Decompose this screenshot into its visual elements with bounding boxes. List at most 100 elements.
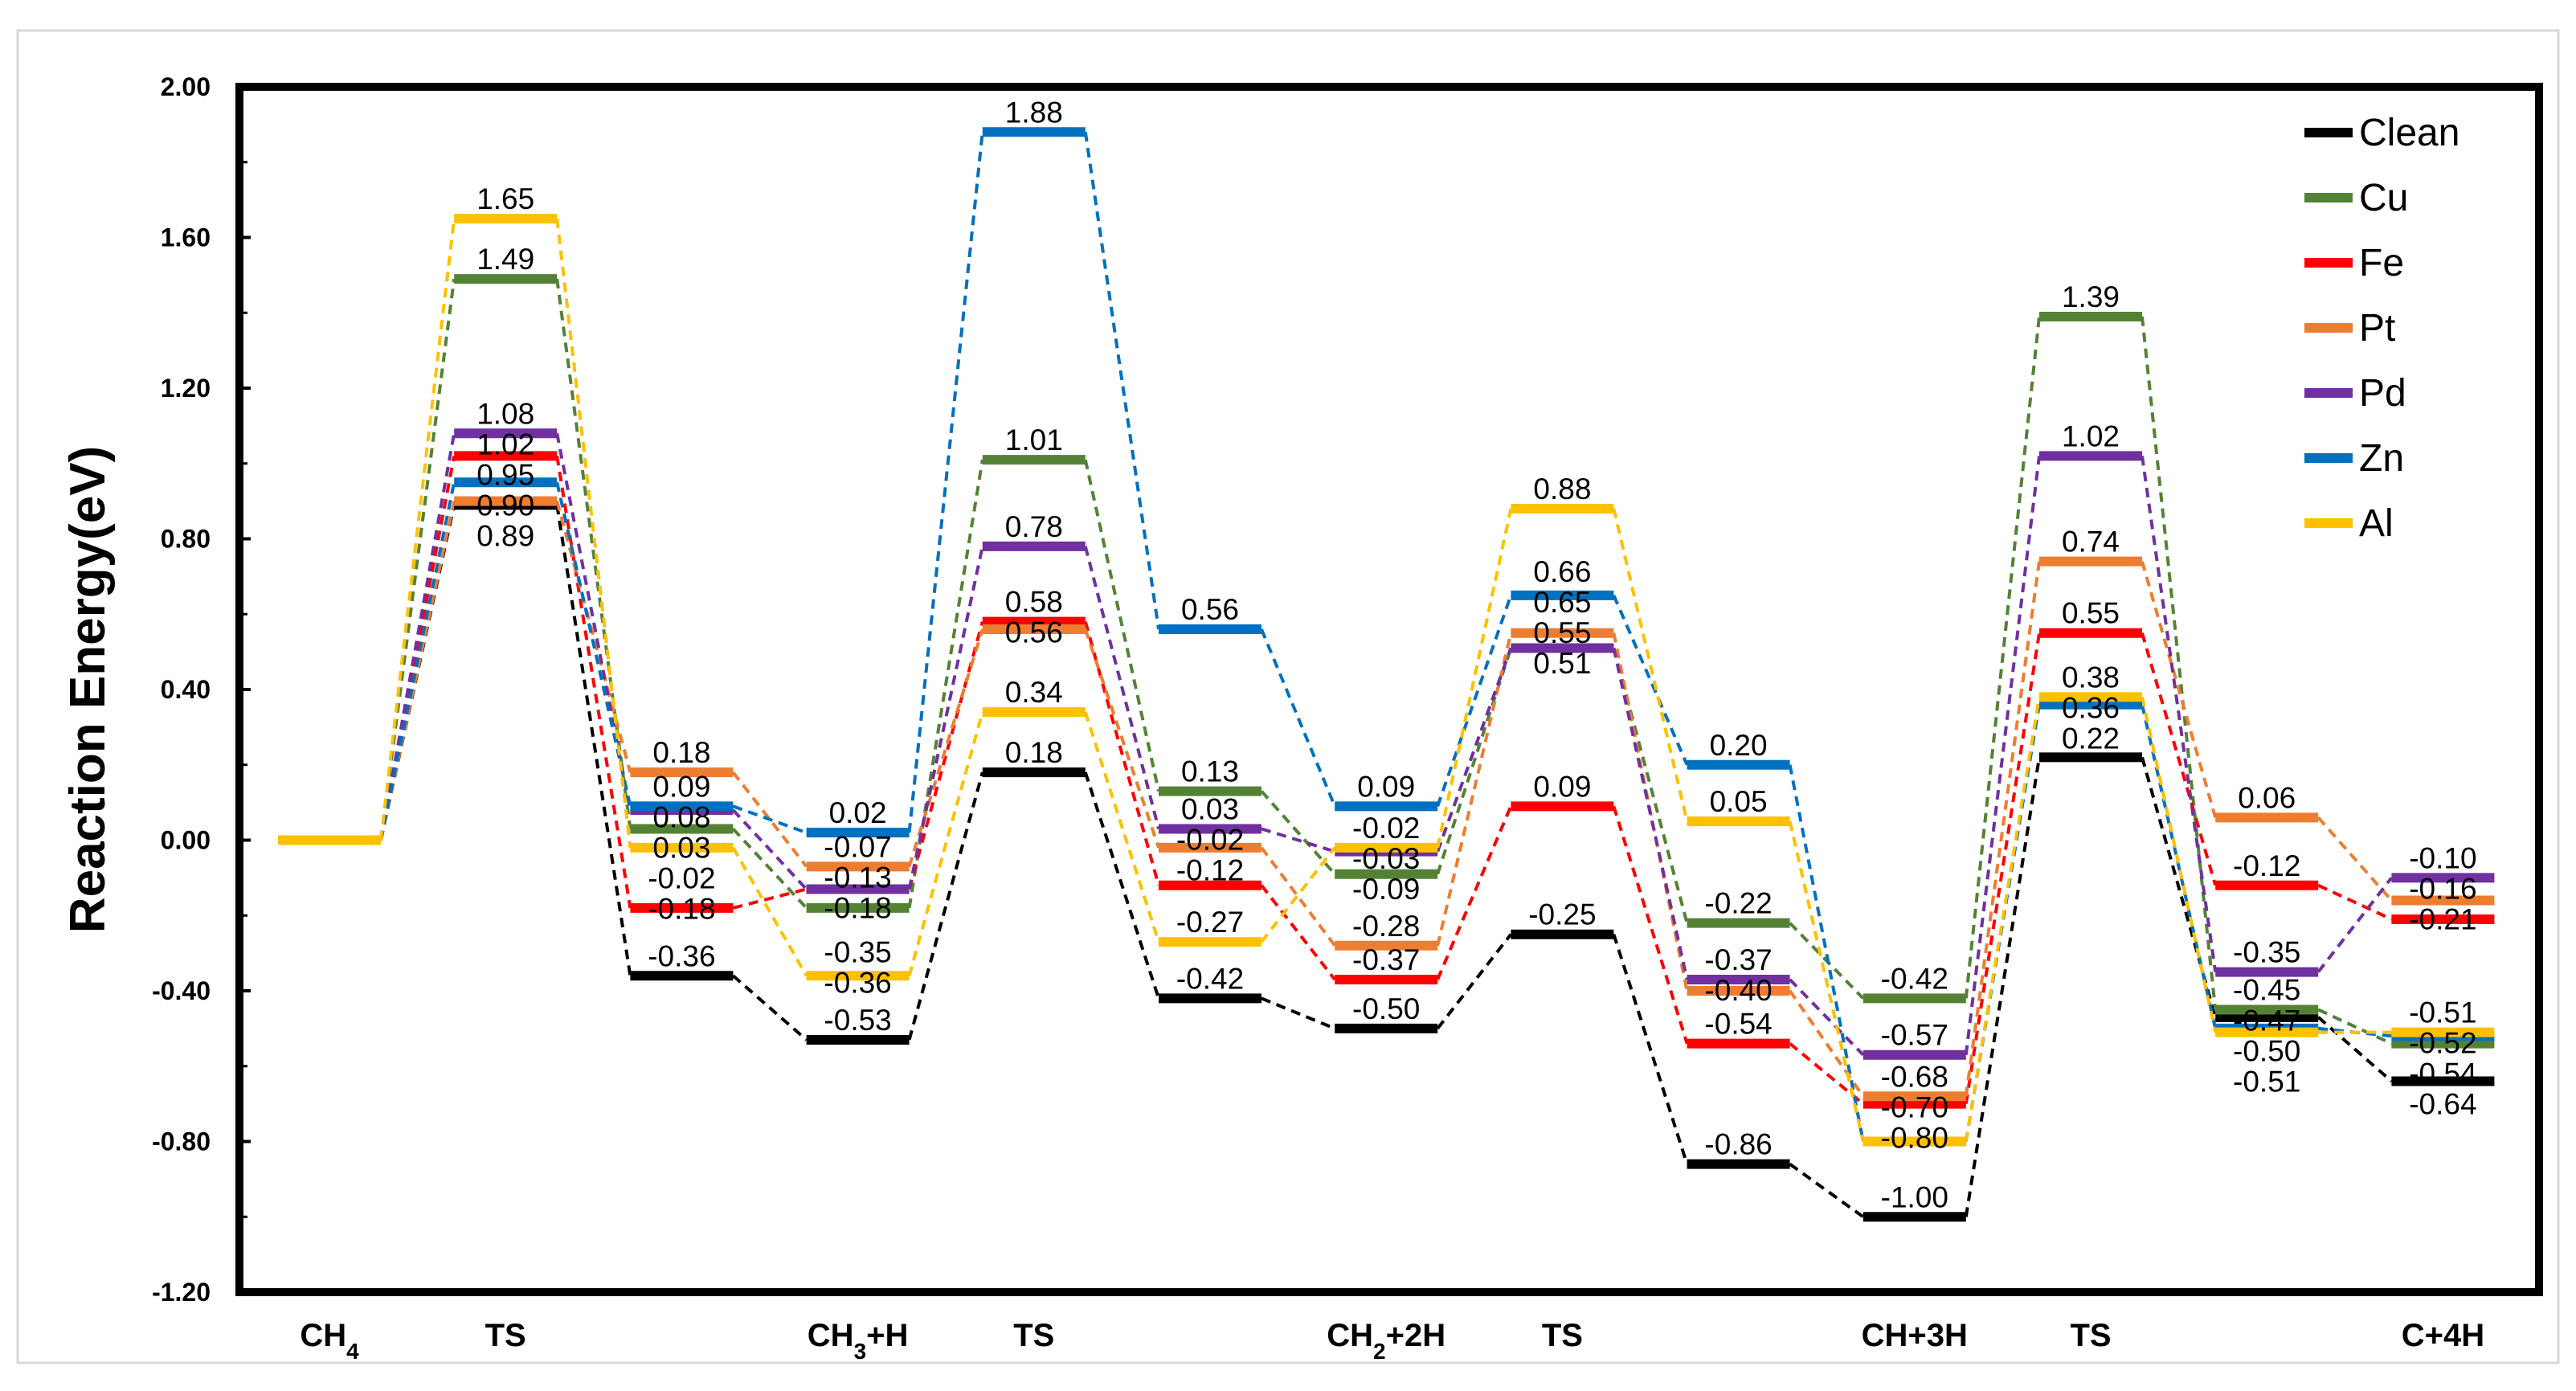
data-label: 1.88 [1005, 96, 1063, 129]
data-label: 0.58 [1005, 586, 1063, 619]
connector-cu [555, 278, 632, 829]
connector-al [1612, 508, 1689, 822]
data-label: 0.22 [2062, 722, 2120, 755]
connector-clean [1083, 771, 1160, 999]
data-label: -0.18 [824, 891, 891, 924]
data-label: 0.18 [1005, 736, 1063, 769]
data-label: 0.02 [829, 796, 887, 829]
x-category-label: CH2+2H [1327, 1318, 1445, 1364]
connector-pt [907, 628, 984, 867]
connector-pd [1612, 648, 1689, 980]
connector-fe [2141, 632, 2218, 886]
data-label: -0.37 [1704, 943, 1772, 976]
data-label: -0.03 [1352, 842, 1420, 875]
data-label: -0.37 [1352, 943, 1420, 976]
data-label: -0.54 [1704, 1008, 1772, 1041]
data-label: 0.55 [2062, 597, 2120, 630]
y-tick-label: 0.80 [161, 525, 211, 554]
data-label: -0.70 [1881, 1090, 1948, 1123]
connector-zn [907, 132, 984, 833]
data-label: -0.80 [1881, 1121, 1948, 1154]
data-label: -0.52 [2409, 1027, 2476, 1060]
legend-label-pt: Pt [2359, 307, 2395, 350]
y-tick-label: 2.00 [161, 72, 211, 101]
data-label: 0.88 [1533, 473, 1591, 505]
legend-label-clean: Clean [2359, 112, 2459, 154]
data-label: -0.51 [2233, 1065, 2300, 1098]
connector-fe [732, 887, 808, 910]
data-label: -0.42 [1881, 962, 1948, 995]
data-label: 1.65 [476, 182, 534, 215]
connector-pt [2141, 561, 2218, 818]
connector-clean [2316, 1016, 2393, 1083]
data-label: -0.02 [1352, 812, 1420, 845]
data-label: -0.13 [824, 861, 891, 894]
connector-zn [1436, 595, 1513, 807]
data-label: -0.09 [1352, 873, 1420, 906]
data-label: -0.35 [824, 936, 891, 969]
legend: Clean Cu Fe Pt Pd Zn Al [2304, 112, 2459, 545]
data-label: 0.05 [1710, 785, 1768, 818]
connector-pt [1260, 846, 1336, 947]
connector-clean [732, 974, 808, 1041]
legend-label-zn: Zn [2359, 437, 2404, 480]
data-label: 0.09 [652, 770, 710, 803]
data-label: 0.56 [1181, 593, 1239, 626]
data-label: -1.00 [1881, 1180, 1948, 1213]
data-label: -0.64 [2409, 1088, 2476, 1121]
legend-label-cu: Cu [2359, 177, 2408, 219]
y-tick-label: 0.00 [161, 826, 211, 855]
data-label: -0.35 [2233, 936, 2300, 969]
data-label: -0.27 [1176, 906, 1244, 939]
data-label: -0.02 [648, 861, 715, 894]
data-label: -0.36 [824, 967, 891, 1000]
data-label: 0.66 [1533, 555, 1591, 588]
connector-al [907, 711, 984, 976]
connector-al [379, 218, 456, 841]
connector-clean [1964, 757, 2041, 1217]
connector-cu [2317, 1008, 2393, 1045]
connector-pd [731, 808, 808, 890]
data-label: 1.49 [476, 243, 534, 276]
connector-cu [731, 828, 808, 910]
data-label: 1.02 [2062, 419, 2120, 452]
connector-zn [1612, 595, 1689, 766]
connector-al [1436, 508, 1513, 849]
connector-fe [1260, 884, 1336, 981]
connector-pd [907, 546, 984, 890]
data-label: -0.10 [2409, 841, 2476, 874]
connector-al [731, 846, 808, 977]
x-category-label: TS [1013, 1318, 1054, 1353]
connector-pt [1964, 561, 2041, 1097]
data-label: 0.74 [2062, 526, 2120, 558]
connector-cu [1260, 790, 1336, 876]
connector-pt [1436, 632, 1513, 947]
connector-zn [1083, 131, 1160, 630]
data-label: -0.47 [2233, 1004, 2300, 1037]
data-label: 1.08 [476, 397, 534, 430]
data-label: -0.86 [1704, 1128, 1772, 1161]
data-label: -0.40 [1704, 974, 1772, 1007]
connector-pt [2316, 816, 2393, 902]
data-label: -0.54 [2409, 1058, 2476, 1090]
data-label: -0.50 [1352, 992, 1420, 1025]
y-tick-label: -0.80 [152, 1127, 211, 1156]
data-label: 1.02 [476, 428, 534, 460]
data-label: -0.12 [2233, 849, 2300, 882]
data-label: -0.12 [1176, 853, 1244, 886]
legend-label-al: Al [2359, 502, 2394, 545]
data-label: 1.39 [2062, 280, 2120, 313]
connector-pd [1789, 978, 1865, 1057]
data-label: -0.42 [1176, 962, 1244, 995]
connector-pd [1261, 827, 1335, 853]
y-axis-title: Reaction Energy(eV) [60, 446, 116, 933]
axis-labels: 2.00 1.60 1.20 0.80 0.40 0.00 -0.40 -0.80 -1.20 R… [60, 72, 2484, 1364]
connector-clean [1612, 934, 1689, 1165]
x-category-label: TS [2070, 1318, 2111, 1353]
data-label: -0.25 [1528, 898, 1596, 931]
data-label: -0.68 [1881, 1060, 1948, 1093]
y-tick-label: 1.20 [161, 374, 211, 403]
x-category-label: CH4 [300, 1318, 359, 1364]
connector-pt [1788, 989, 1865, 1098]
